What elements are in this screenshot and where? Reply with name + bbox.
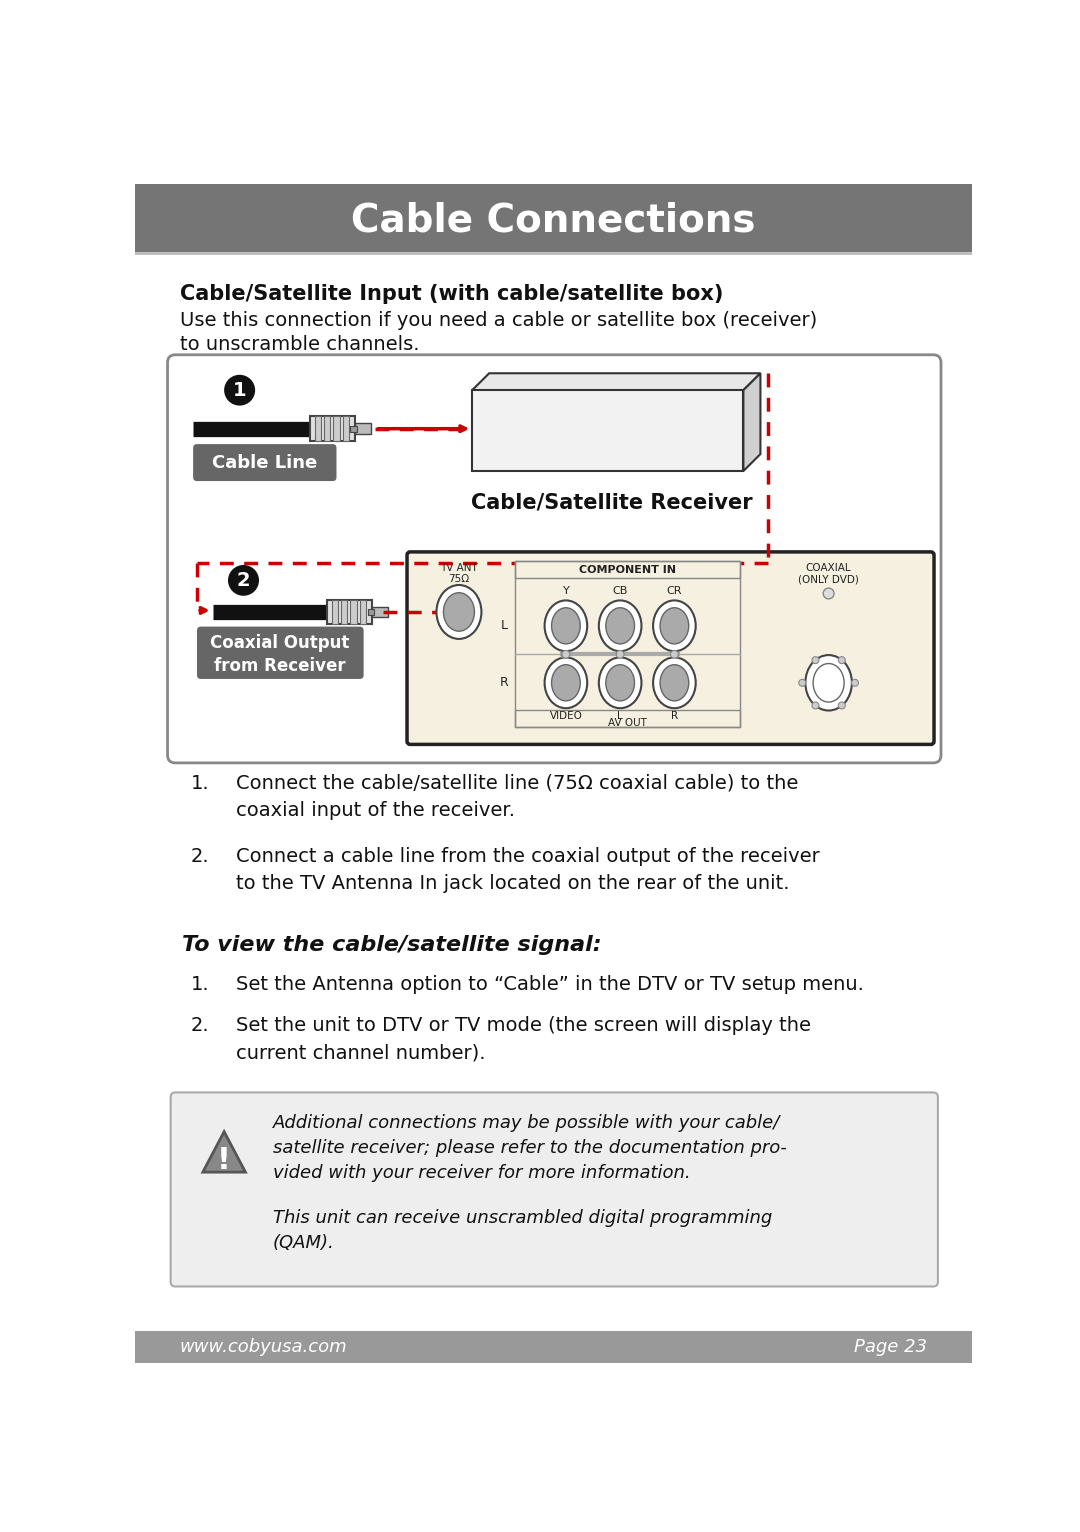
Polygon shape [743, 374, 760, 470]
Ellipse shape [606, 665, 634, 702]
Text: R: R [671, 711, 678, 722]
Text: To view the cable/satellite signal:: To view the cable/satellite signal: [181, 936, 602, 956]
Text: to unscramble channels.: to unscramble channels. [180, 336, 419, 354]
Bar [314, 417, 321, 441]
Text: 1: 1 [233, 380, 246, 400]
Bar [350, 426, 356, 432]
Bar [332, 599, 338, 624]
Text: !: ! [217, 1146, 231, 1175]
Bar [135, 184, 972, 251]
Ellipse shape [606, 608, 634, 643]
FancyBboxPatch shape [197, 627, 364, 679]
Circle shape [812, 657, 819, 663]
Text: www.cobyusa.com: www.cobyusa.com [180, 1339, 348, 1356]
Text: 2.: 2. [191, 1016, 210, 1036]
Ellipse shape [598, 657, 642, 708]
Ellipse shape [544, 601, 588, 651]
Text: Set the Antenna option to “Cable” in the DTV or TV setup menu.: Set the Antenna option to “Cable” in the… [235, 976, 864, 994]
Circle shape [225, 375, 255, 406]
Text: Cable/Satellite Receiver: Cable/Satellite Receiver [471, 493, 753, 513]
Bar [327, 599, 373, 624]
Text: Set the unit to DTV or TV mode (the screen will display the
current channel numb: Set the unit to DTV or TV mode (the scre… [235, 1016, 811, 1063]
Circle shape [671, 651, 678, 659]
Polygon shape [472, 374, 760, 391]
Text: R: R [500, 676, 509, 689]
Ellipse shape [436, 585, 482, 639]
Text: This unit can receive unscrambled digital programming
(QAM).: This unit can receive unscrambled digita… [273, 1209, 772, 1252]
Text: Cable Line: Cable Line [212, 455, 318, 472]
Text: 1.: 1. [191, 976, 210, 994]
Text: Connect a cable line from the coaxial output of the receiver
to the TV Antenna I: Connect a cable line from the coaxial ou… [235, 847, 820, 893]
Text: CR: CR [666, 585, 683, 596]
Bar [350, 599, 356, 624]
Text: 2: 2 [237, 571, 251, 590]
Ellipse shape [598, 601, 642, 651]
Circle shape [562, 651, 570, 659]
Text: L: L [500, 619, 508, 633]
Ellipse shape [660, 608, 689, 643]
Ellipse shape [544, 657, 588, 708]
Circle shape [799, 679, 806, 686]
Bar [355, 423, 370, 434]
Text: Y: Y [563, 585, 569, 596]
Text: Connect the cable/satellite line (75Ω coaxial cable) to the
coaxial input of the: Connect the cable/satellite line (75Ω co… [235, 774, 798, 820]
Text: TV ANT
75Ω: TV ANT 75Ω [440, 562, 477, 584]
Ellipse shape [552, 608, 580, 643]
Ellipse shape [813, 663, 845, 702]
FancyBboxPatch shape [193, 444, 337, 481]
Bar [135, 1331, 972, 1363]
Circle shape [812, 702, 819, 709]
Text: COAXIAL
(ONLY DVD): COAXIAL (ONLY DVD) [798, 562, 859, 584]
FancyBboxPatch shape [407, 552, 934, 745]
Ellipse shape [653, 657, 696, 708]
Circle shape [851, 679, 859, 686]
Text: CB: CB [612, 585, 627, 596]
Circle shape [228, 565, 259, 596]
Text: Page 23: Page 23 [854, 1339, 927, 1356]
Text: 2.: 2. [191, 847, 210, 866]
Text: Additional connections may be possible with your cable/
satellite receiver; plea: Additional connections may be possible w… [273, 1114, 786, 1183]
Bar [515, 709, 740, 726]
Text: Cable Connections: Cable Connections [351, 202, 756, 241]
Bar [373, 607, 388, 617]
Bar [334, 417, 339, 441]
Bar [515, 561, 740, 726]
Text: L: L [618, 711, 623, 722]
Circle shape [823, 588, 834, 599]
FancyBboxPatch shape [167, 355, 941, 763]
Circle shape [617, 651, 624, 659]
Ellipse shape [660, 665, 689, 702]
Bar [342, 417, 349, 441]
Text: AV OUT: AV OUT [608, 719, 647, 728]
Bar [515, 561, 740, 578]
Ellipse shape [444, 593, 474, 631]
Bar [324, 417, 330, 441]
Text: VIDEO: VIDEO [550, 711, 582, 722]
Ellipse shape [552, 665, 580, 702]
Bar [310, 417, 355, 441]
Ellipse shape [653, 601, 696, 651]
Bar [472, 391, 743, 470]
Text: Cable/Satellite Input (with cable/satellite box): Cable/Satellite Input (with cable/satell… [180, 283, 724, 303]
Circle shape [838, 702, 846, 709]
Text: Coaxial Output
from Receiver: Coaxial Output from Receiver [211, 634, 350, 676]
Bar [367, 608, 374, 614]
Ellipse shape [806, 656, 852, 711]
Text: Use this connection if you need a cable or satellite box (receiver): Use this connection if you need a cable … [180, 311, 818, 329]
Bar [341, 599, 348, 624]
Polygon shape [203, 1132, 245, 1172]
Text: 1.: 1. [191, 774, 210, 792]
Circle shape [838, 657, 846, 663]
FancyBboxPatch shape [171, 1092, 937, 1287]
Text: COMPONENT IN: COMPONENT IN [579, 565, 676, 574]
Bar [360, 599, 366, 624]
